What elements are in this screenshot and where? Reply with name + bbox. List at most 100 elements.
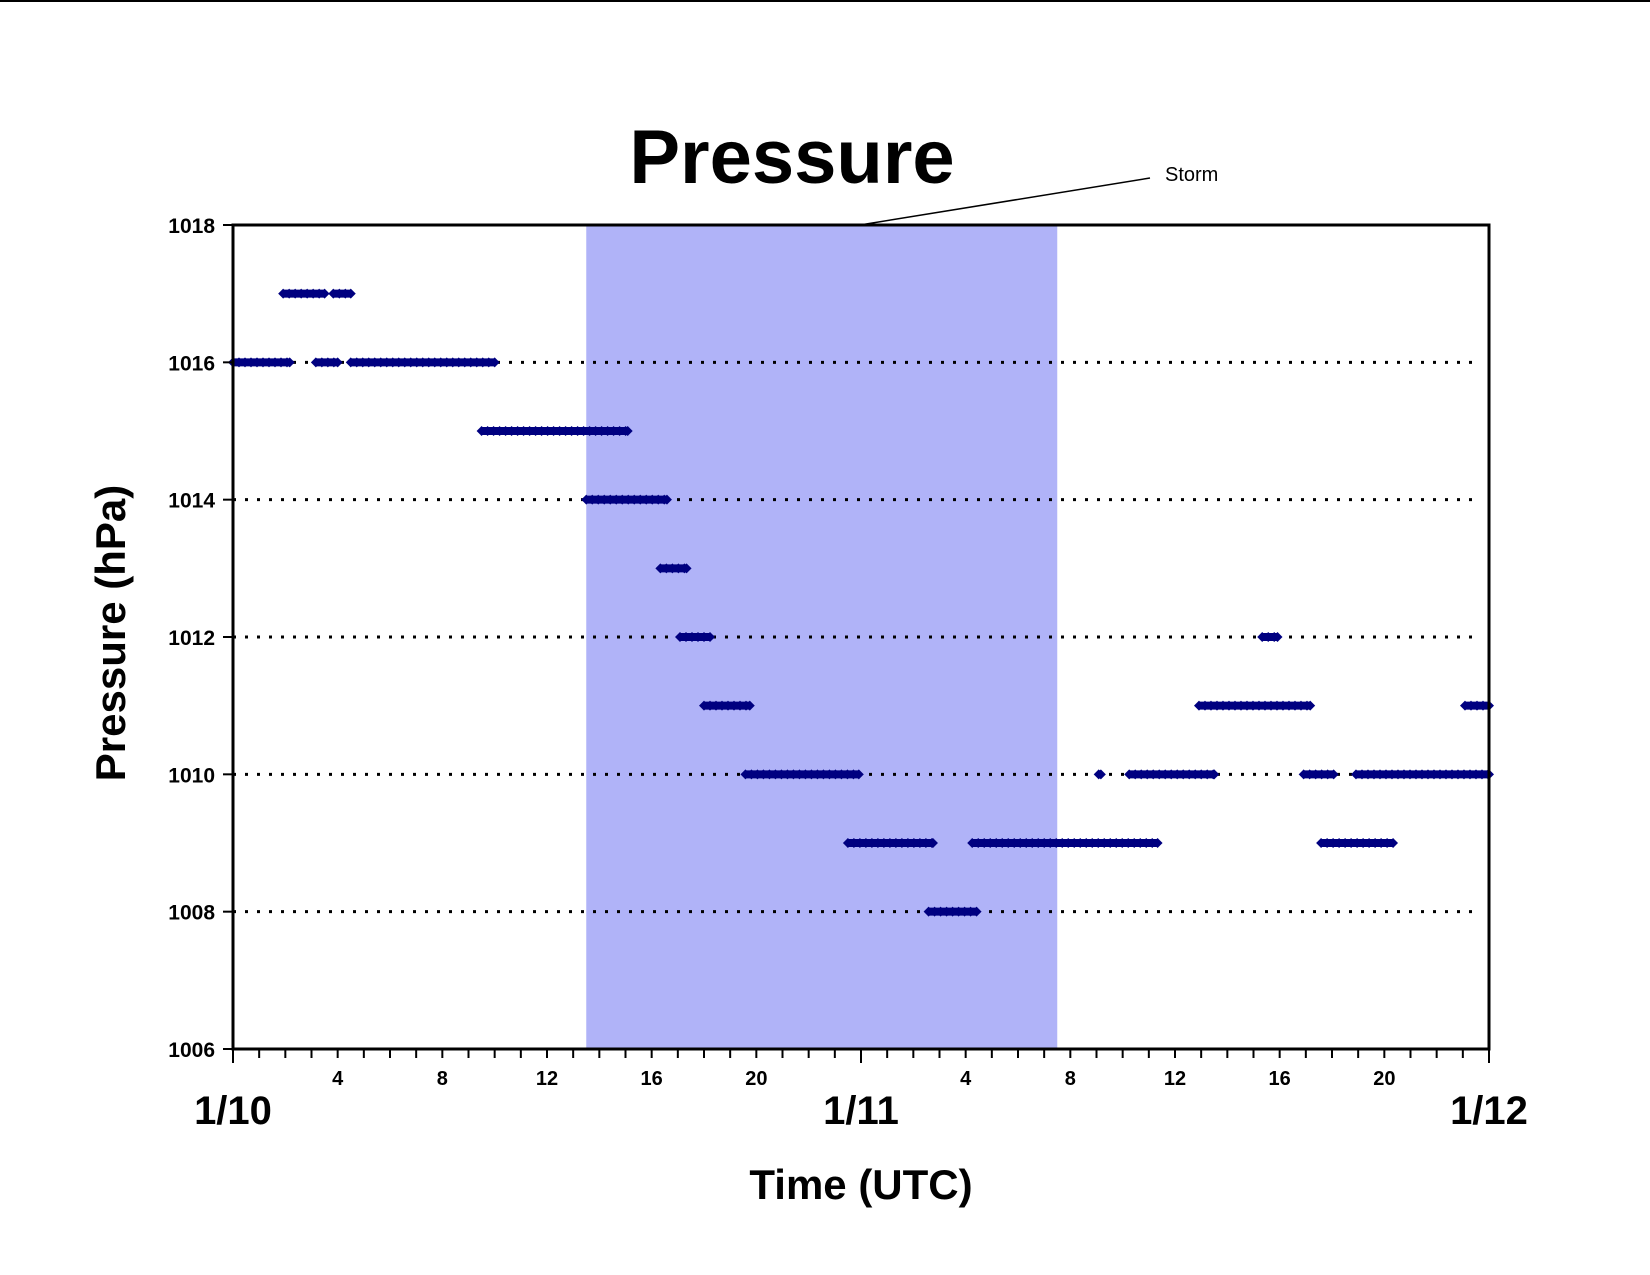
data-point xyxy=(240,357,250,368)
data-point xyxy=(655,563,666,574)
data-point xyxy=(1166,769,1177,780)
data-point xyxy=(744,700,755,711)
data-point xyxy=(1136,769,1147,780)
data-point xyxy=(1283,700,1294,711)
data-point xyxy=(1129,838,1140,848)
data-point xyxy=(554,426,565,436)
data-point xyxy=(1147,838,1158,848)
data-segment xyxy=(228,357,295,368)
data-point xyxy=(1095,769,1106,780)
data-point xyxy=(1081,838,1092,848)
data-point xyxy=(920,838,931,848)
data-point xyxy=(1130,769,1141,780)
data-point xyxy=(488,426,499,436)
y-tick-label: 1016 xyxy=(168,352,215,375)
data-segment xyxy=(1193,700,1316,711)
data-point xyxy=(705,632,716,642)
data-point xyxy=(622,426,633,436)
data-point xyxy=(1404,769,1415,780)
data-point xyxy=(1272,632,1283,642)
data-point xyxy=(328,288,339,299)
x-tick-label: 12 xyxy=(1164,1068,1186,1090)
data-point xyxy=(929,906,940,917)
data-point xyxy=(794,769,805,780)
data-point xyxy=(548,426,559,436)
data-point xyxy=(935,906,946,917)
x-tick-label: 8 xyxy=(437,1068,448,1090)
data-point xyxy=(530,426,541,436)
data-point xyxy=(965,906,976,917)
data-point xyxy=(1446,769,1457,780)
data-point xyxy=(1388,838,1399,848)
y-axis-ticks: 1006 1008 1010 1012 1014 1016 1018 xyxy=(168,215,233,1062)
data-point xyxy=(417,357,428,368)
data-point xyxy=(1172,769,1183,780)
data-point xyxy=(1193,700,1204,711)
data-point xyxy=(258,357,268,368)
data-point xyxy=(1452,769,1463,780)
data-point xyxy=(896,838,907,848)
y-tick-label: 1008 xyxy=(168,902,215,925)
data-point xyxy=(1209,769,1220,780)
data-point xyxy=(1476,769,1487,780)
data-point xyxy=(1075,838,1086,848)
data-point xyxy=(959,906,970,917)
data-point xyxy=(746,769,757,780)
data-point xyxy=(369,357,380,368)
data-point xyxy=(1021,838,1032,848)
data-point xyxy=(1460,700,1471,711)
data-point xyxy=(560,426,571,436)
data-point xyxy=(476,426,487,436)
data-point xyxy=(848,769,859,780)
data-point xyxy=(512,426,523,436)
data-point xyxy=(699,632,710,642)
data-point xyxy=(1003,838,1014,848)
data-point xyxy=(477,357,488,368)
data-point xyxy=(572,426,583,436)
data-point xyxy=(1154,769,1165,780)
data-point xyxy=(489,357,500,368)
data-segment xyxy=(310,357,343,368)
data-point xyxy=(1202,769,1213,780)
data-point xyxy=(1346,838,1357,848)
data-point xyxy=(453,357,464,368)
data-point xyxy=(1478,700,1489,711)
data-point xyxy=(1009,838,1020,848)
data-point xyxy=(800,769,811,780)
data-point xyxy=(278,288,289,299)
data-point xyxy=(524,426,535,436)
data-point xyxy=(1416,769,1427,780)
data-point xyxy=(770,769,781,780)
data-point xyxy=(1356,769,1367,780)
data-point xyxy=(441,357,452,368)
data-point xyxy=(310,357,321,368)
data-point xyxy=(435,357,446,368)
data-point xyxy=(608,426,619,436)
data-point xyxy=(788,769,799,780)
data-point xyxy=(411,357,422,368)
data-point xyxy=(667,563,678,574)
y-tick-label: 1006 xyxy=(168,1039,215,1062)
data-point xyxy=(345,357,356,368)
data-point xyxy=(1470,769,1481,780)
data-point xyxy=(593,494,604,505)
data-point xyxy=(647,494,658,505)
data-point xyxy=(971,906,982,917)
data-point xyxy=(1057,838,1068,848)
data-point xyxy=(1247,700,1258,711)
data-point xyxy=(740,769,751,780)
data-point xyxy=(500,426,511,436)
x-day-label: 1/11 xyxy=(823,1089,899,1133)
data-point xyxy=(1152,838,1163,848)
data-point xyxy=(782,769,793,780)
data-point xyxy=(332,357,343,368)
data-segment xyxy=(923,906,982,917)
data-segment xyxy=(1257,632,1283,642)
x-tick-label: 16 xyxy=(1269,1068,1291,1090)
data-point xyxy=(264,357,274,368)
data-point xyxy=(447,357,458,368)
chart-title: Pressure xyxy=(629,115,954,200)
data-point xyxy=(1382,838,1393,848)
data-point xyxy=(681,632,692,642)
